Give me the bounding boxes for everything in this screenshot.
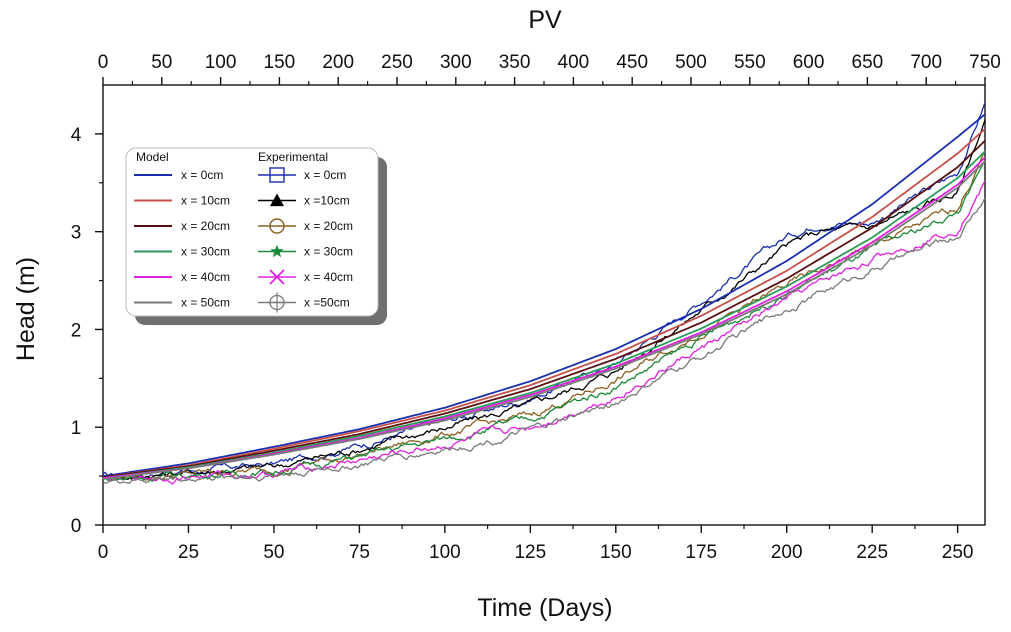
legend-box xyxy=(125,147,379,317)
star-marker-icon xyxy=(270,244,284,258)
experimental-series-line xyxy=(102,197,986,484)
top-tick-label: 200 xyxy=(322,52,354,73)
top-tick-label: 300 xyxy=(440,52,472,73)
y-tick-label: 2 xyxy=(71,320,82,341)
y-tick-label: 3 xyxy=(71,223,82,244)
top-tick-label: 700 xyxy=(910,52,942,73)
top-tick-label: 250 xyxy=(381,52,413,73)
y-axis-title: Head (m) xyxy=(12,257,40,361)
top-tick-label: 350 xyxy=(499,52,531,73)
model-series-line xyxy=(102,128,986,478)
model-series-line xyxy=(102,160,986,480)
x-tick-label: 125 xyxy=(514,542,546,563)
x-tick-label: 175 xyxy=(685,542,717,563)
x-tick-label: 75 xyxy=(349,542,370,563)
legend-model-header: Model xyxy=(136,150,169,164)
experimental-series-line xyxy=(102,102,986,480)
top-axis-title: PV xyxy=(528,6,562,34)
legend-experimental-label: x = 40cm xyxy=(304,270,353,284)
x-tick-label: 50 xyxy=(263,542,284,563)
y-tick-label: 4 xyxy=(71,125,82,146)
legend-model-label: x = 10cm xyxy=(181,194,230,208)
legend-model-label: x = 30cm xyxy=(181,245,230,259)
legend-model-label: x = 20cm xyxy=(181,219,230,233)
x-marker-icon xyxy=(269,269,285,285)
legend-experimental-label: x = 30cm xyxy=(304,245,353,259)
top-tick-label: 400 xyxy=(558,52,590,73)
legend-experimental-label: x =50cm xyxy=(304,296,350,310)
experimental-series-line xyxy=(102,150,986,481)
legend-experimental-label: x = 0cm xyxy=(304,168,346,182)
x-tick-label: 150 xyxy=(600,542,632,563)
top-tick-label: 50 xyxy=(151,52,172,73)
x-tick-label: 25 xyxy=(178,542,199,563)
legend-experimental-label: x =10cm xyxy=(304,194,350,208)
square-marker-icon xyxy=(269,167,285,183)
top-tick-label: 450 xyxy=(616,52,648,73)
legend-experimental-label: x = 20cm xyxy=(304,219,353,233)
x-tick-label: 0 xyxy=(98,542,109,563)
legend-model-label: x = 40cm xyxy=(181,270,230,284)
top-tick-label: 750 xyxy=(969,52,1001,73)
top-tick-label: 100 xyxy=(205,52,237,73)
x-tick-label: 200 xyxy=(771,542,803,563)
experimental-series-line xyxy=(102,119,986,482)
top-tick-label: 150 xyxy=(264,52,296,73)
top-tick-label: 500 xyxy=(675,52,707,73)
x-tick-label: 100 xyxy=(429,542,461,563)
y-tick-label: 0 xyxy=(71,516,82,537)
legend-model-label: x = 50cm xyxy=(181,296,230,310)
top-tick-label: 650 xyxy=(852,52,884,73)
y-tick-label: 1 xyxy=(71,418,82,439)
x-axis-title: Time (Days) xyxy=(477,594,612,622)
circle-marker-icon xyxy=(269,218,285,234)
model-series-line xyxy=(102,113,986,477)
top-tick-label: 0 xyxy=(98,52,109,73)
top-tick-label: 600 xyxy=(793,52,825,73)
x-tick-label: 225 xyxy=(856,542,888,563)
triangle-marker-icon xyxy=(270,193,284,207)
model-series-line xyxy=(102,140,986,478)
top-tick-label: 550 xyxy=(734,52,766,73)
experimental-series-line xyxy=(102,180,986,485)
legend-experimental-header: Experimental xyxy=(258,150,328,164)
legend-model-label: x = 0cm xyxy=(181,168,223,182)
x-tick-label: 250 xyxy=(942,542,974,563)
